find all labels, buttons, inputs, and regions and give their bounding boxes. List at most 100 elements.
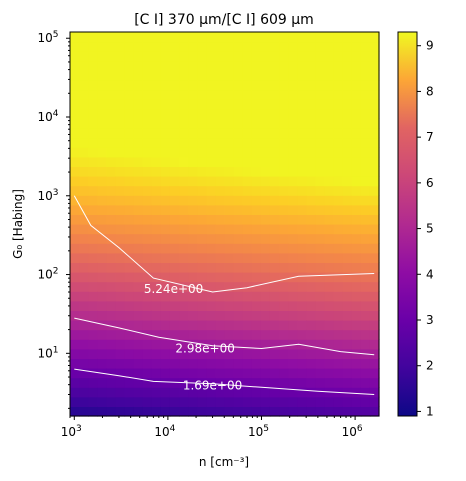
heatmap-cell [315,387,326,398]
heatmap-cell [315,281,326,292]
heatmap-cell [269,310,280,321]
heatmap-cell [297,310,307,321]
heatmap-cell [106,339,117,350]
heatmap-cell [369,358,380,369]
heatmap-cell [297,156,307,167]
heatmap-cell [188,185,198,196]
heatmap-cell [160,80,171,91]
heatmap-cell [206,80,217,91]
heatmap-cell [242,70,253,81]
heatmap-cell [306,368,316,379]
heatmap-cell [233,348,244,359]
heatmap-cell [324,377,335,388]
heatmap-cell [133,137,144,148]
heatmap-cell [169,204,180,215]
heatmap-cell [88,51,98,62]
heatmap-cell [233,99,244,110]
heatmap-cell [342,358,353,369]
heatmap-cell [215,32,226,43]
heatmap-cell [224,60,235,71]
heatmap-cell [269,291,280,302]
heatmap-cell [297,108,307,119]
heatmap-cell [133,32,144,43]
heatmap-cell [279,300,289,311]
heatmap-cell [251,204,262,215]
heatmap-cell [160,99,171,110]
heatmap-cell [351,377,362,388]
heatmap-cell [151,99,162,110]
heatmap-cell [70,368,80,379]
heatmap-cell [269,387,280,398]
heatmap-cell [360,176,371,187]
heatmap-cell [97,137,107,148]
heatmap-cell [70,348,80,359]
heatmap-cell [269,51,280,62]
heatmap-cell [369,243,380,254]
heatmap-cell [333,80,344,91]
heatmap-cell [151,70,162,81]
heatmap-cell [288,70,298,81]
heatmap-cell [169,118,180,129]
heatmap-cell [279,70,289,81]
heatmap-cell [215,368,226,379]
heatmap-cell [133,118,144,129]
heatmap-cell [306,233,316,244]
heatmap-cell [133,233,144,244]
heatmap-cell [70,195,80,206]
heatmap-cell [224,70,235,81]
heatmap-cell [315,252,326,263]
heatmap-cell [97,243,107,254]
heatmap-cell [106,185,117,196]
heatmap-cell [115,348,126,359]
heatmap-cell [106,118,117,129]
heatmap-cell [351,272,362,283]
heatmap-cell [115,377,126,388]
heatmap-cell [169,51,180,62]
heatmap-cell [79,70,89,81]
heatmap-cell [160,137,171,148]
heatmap-cell [360,204,371,215]
heatmap-cell [179,185,189,196]
heatmap-cell [342,176,353,187]
heatmap-cell [151,300,162,311]
heatmap-cell [169,368,180,379]
heatmap-cell [142,89,153,100]
heatmap-cell [215,99,226,110]
heatmap-cell [269,166,280,177]
heatmap-cell [179,329,189,340]
heatmap-cell [342,387,353,398]
heatmap-cell [369,329,380,340]
heatmap-cell [233,195,244,206]
heatmap-cell [260,387,271,398]
heatmap-cell [306,204,316,215]
heatmap-cell [206,195,217,206]
heatmap-cell [115,300,126,311]
heatmap-cell [306,358,316,369]
heatmap-cell [151,80,162,91]
heatmap-cell [242,195,253,206]
heatmap-cell [297,243,307,254]
heatmap-cell [79,166,89,177]
heatmap-cell [342,51,353,62]
heatmap-cell [169,166,180,177]
heatmap-cell [97,99,107,110]
heatmap-cell [215,396,226,407]
heatmap-cell [351,60,362,71]
heatmap-cell [215,166,226,177]
heatmap-cell [360,406,371,417]
heatmap-cell [315,348,326,359]
heatmap-cell [197,166,207,177]
heatmap-cell [124,310,135,321]
heatmap-cell [260,147,271,158]
heatmap-cell [160,89,171,100]
heatmap-cell [224,291,235,302]
heatmap-cell [360,387,371,398]
heatmap-cell [79,329,89,340]
heatmap-cell [115,204,126,215]
heatmap-cell [133,166,144,177]
heatmap-cell [351,252,362,263]
heatmap-cell [351,41,362,52]
heatmap-cell [224,243,235,254]
heatmap-cell [151,320,162,331]
heatmap-cell [224,89,235,100]
